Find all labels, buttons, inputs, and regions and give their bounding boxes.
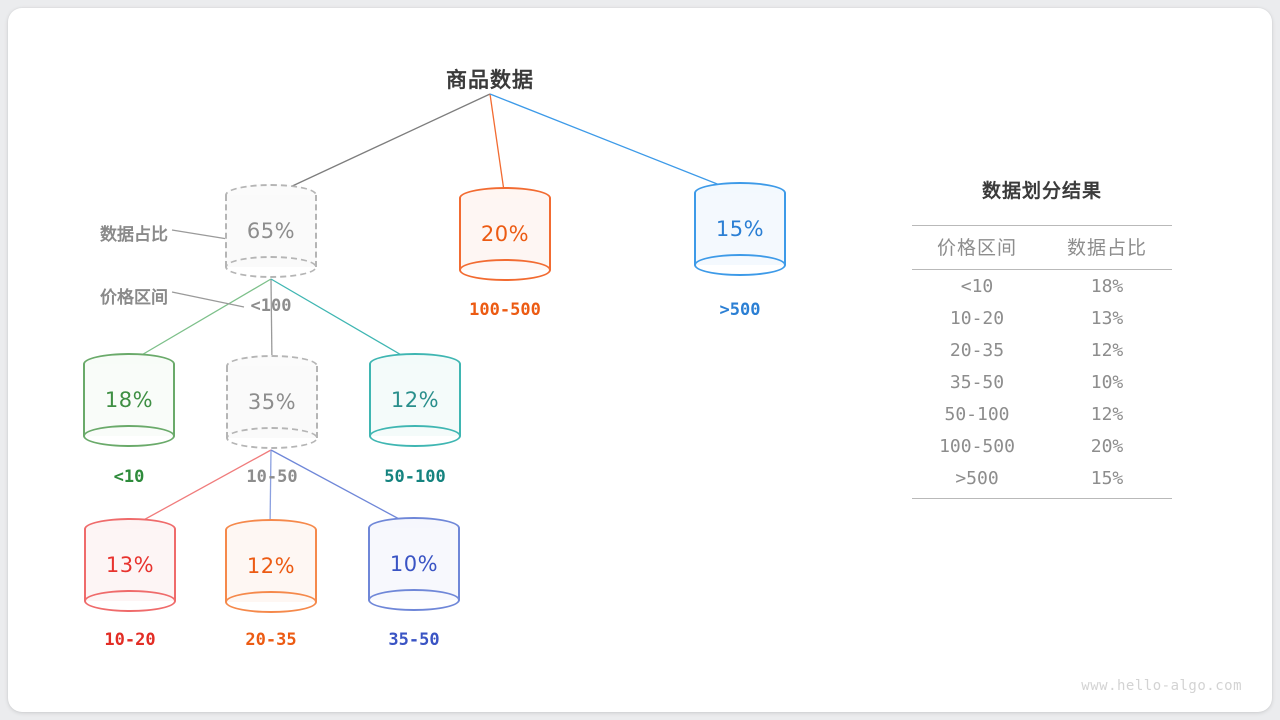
node-35-50[interactable]: 10% [368,517,464,611]
node-percent: 12% [246,554,296,578]
cylinder-body [459,198,551,270]
cell-price-range: >500 [912,462,1042,499]
node-percent: 18% [104,388,154,412]
table-row: >500 15% [912,462,1172,499]
cell-proportion: 13% [1090,308,1124,329]
node-100-500[interactable]: 20% [459,187,555,281]
node-range-root: <100 [250,296,292,316]
cell-proportion: 10% [1090,372,1124,393]
node-range-10: <10 [113,467,145,487]
cylinder-body [225,530,317,602]
cylinder-body [225,195,317,267]
table-header-price-range: 价格区间 [912,225,1042,270]
node-mid[interactable]: 35% [226,355,322,449]
cell-proportion: 18% [1090,276,1124,297]
cylinder-bottom [84,590,176,612]
node-range-35-50: 35-50 [388,630,440,650]
table-row: 35-50 10% [912,366,1172,398]
cylinder-bottom [225,256,317,278]
cell-proportion: 12% [1090,340,1124,361]
cylinder-bottom [368,589,460,611]
cell-price-range: 35-50 [949,372,1005,393]
edge-mid-to-35-50 [270,449,415,528]
annotation-data-proportion: 数据占比 [100,225,168,245]
cell-proportion: 12% [1090,404,1124,425]
result-table: 价格区间 数据占比 <10 18% 10-20 13% 20-35 [912,225,1172,499]
cylinder-bottom [459,259,551,281]
watermark: www.hello-algo.com [1081,678,1242,694]
edge-mid-to-10-20 [128,449,272,529]
node-range-50-100: 50-100 [384,467,446,487]
node-range-20-35: 20-35 [245,630,297,650]
table-header-row: 价格区间 数据占比 [912,225,1172,270]
edge-mid-to-20-35 [269,449,272,530]
cylinder-bottom [226,427,318,449]
result-table-title: 数据划分结果 [981,180,1102,202]
result-table-panel: 数据划分结果 价格区间 数据占比 <10 18% 10-20 13% [908,176,1176,499]
node-50-100[interactable]: 12% [369,353,465,447]
diagram-card: 商品数据 数据占比 价格区间 65% <100 20% 100-500 15% [8,8,1272,712]
node-range-500: >500 [719,300,761,320]
edge-title-to-root [272,93,491,196]
cylinder-bottom [83,425,175,447]
cell-price-range: 50-100 [944,404,1010,425]
diagram-stage: 商品数据 数据占比 价格区间 65% <100 20% 100-500 15% [8,8,1272,712]
node-percent: 12% [390,388,440,412]
table-row: 50-100 12% [912,398,1172,430]
cylinder-bottom [369,425,461,447]
node-range-100-500: 100-500 [469,300,541,320]
node-500[interactable]: 15% [694,182,790,276]
node-10[interactable]: 18% [83,353,179,447]
edge-root-to-mid [270,278,273,366]
cell-price-range: 20-35 [949,340,1005,361]
table-row: <10 18% [912,270,1172,303]
cylinder-body [84,529,176,601]
annotation-price-range: 价格区间 [100,288,168,308]
cylinder-bottom [694,254,786,276]
node-percent: 15% [715,217,765,241]
edge-root-to-50-100 [270,278,416,364]
cylinder-body [694,193,786,265]
node-20-35[interactable]: 12% [225,519,321,613]
cell-proportion: 15% [1042,462,1172,499]
table-body: <10 18% 10-20 13% 20-35 12% 35-50 10% [912,270,1172,499]
cylinder-body [226,366,318,438]
cell-price-range: <10 [960,276,994,297]
cell-proportion: 20% [1090,436,1124,457]
node-percent: 65% [246,219,296,243]
table-row: 100-500 20% [912,430,1172,462]
cylinder-body [368,528,460,600]
node-range-mid: 10-50 [246,467,298,487]
cylinder-body [83,364,175,436]
node-percent: 10% [389,552,439,576]
table-row: 20-35 12% [912,334,1172,366]
node-root[interactable]: 65% [225,184,321,278]
node-percent: 13% [105,553,155,577]
cell-price-range: 10-20 [949,308,1005,329]
node-range-10-20: 10-20 [104,630,156,650]
node-10-20[interactable]: 13% [84,518,180,612]
cell-price-range: 100-500 [939,436,1015,457]
node-percent: 35% [247,390,297,414]
table-header-proportion: 数据占比 [1042,225,1172,270]
cylinder-bottom [225,591,317,613]
diagram-title: 商品数据 [446,68,534,92]
cylinder-body [369,364,461,436]
table-row: 10-20 13% [912,302,1172,334]
edge-title-to-500 [489,93,741,194]
edge-title-to-100-500 [489,93,506,199]
node-percent: 20% [480,222,530,246]
